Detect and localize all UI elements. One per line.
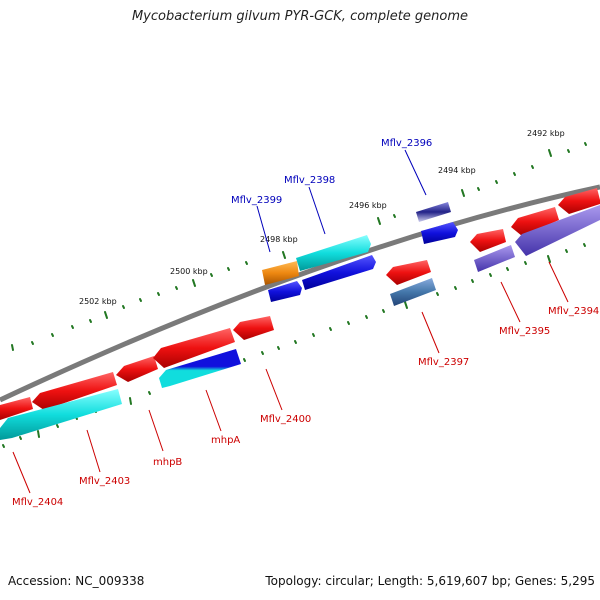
gene-label: Mflv_2399 [231,195,282,206]
scale-label: 2502 kbp [79,297,117,306]
gene-label: Mflv_2404 [12,497,63,508]
reverse-strand-genes [0,188,600,440]
inner-tick-track [2,243,586,448]
gene-arrow[interactable] [515,205,600,256]
gene-label: Mflv_2397 [418,357,469,368]
gene-arrow[interactable] [421,222,458,244]
gene-label: mhpA [211,435,240,446]
gene-arrow[interactable] [0,389,122,440]
scale-label: 2492 kbp [527,129,565,138]
scale-label: 2500 kbp [170,267,208,276]
accession-text: Accession: NC_009338 [8,574,145,588]
gene-label: Mflv_2394 [548,306,599,317]
map-title: Mycobacterium gilvum PYR-GCK, complete g… [131,9,469,24]
gene-arrow[interactable] [416,202,451,222]
gene-label: mhpB [153,457,182,468]
genome-backbone [0,184,600,403]
forward-strand-genes [262,202,458,302]
scale-label: 2496 kbp [349,201,387,210]
topology-text: Topology: circular; Length: 5,619,607 bp… [265,574,595,588]
gene-arrow[interactable] [470,229,506,252]
gene-arrow[interactable] [390,278,436,306]
outer-tick-track [11,142,587,351]
gene-arrow[interactable] [511,207,559,236]
gene-arrow[interactable] [268,281,302,302]
gene-arrow[interactable] [116,356,158,382]
gene-arrow[interactable] [296,235,371,271]
gene-arrow[interactable] [386,260,431,285]
gene-label: Mflv_2398 [284,175,335,186]
gene-arrow[interactable] [558,188,600,214]
scale-label: 2498 kbp [260,235,298,244]
label-leader-lines [12,149,569,494]
scale-label: 2494 kbp [438,166,476,175]
gene-arrow[interactable] [153,328,235,368]
gene-arrow[interactable] [0,397,33,420]
gene-arrow[interactable] [262,261,299,285]
gene-arrow[interactable] [32,372,117,410]
gene-arrow[interactable] [233,316,274,340]
gene-arrow[interactable] [302,255,376,290]
gene-label: Mflv_2403 [79,476,130,487]
gene-arrow[interactable] [474,245,515,272]
gene-label: Mflv_2396 [381,138,432,149]
gene-label: Mflv_2400 [260,414,311,425]
gene-label: Mflv_2395 [499,326,550,337]
gene-arrow[interactable] [159,349,241,388]
